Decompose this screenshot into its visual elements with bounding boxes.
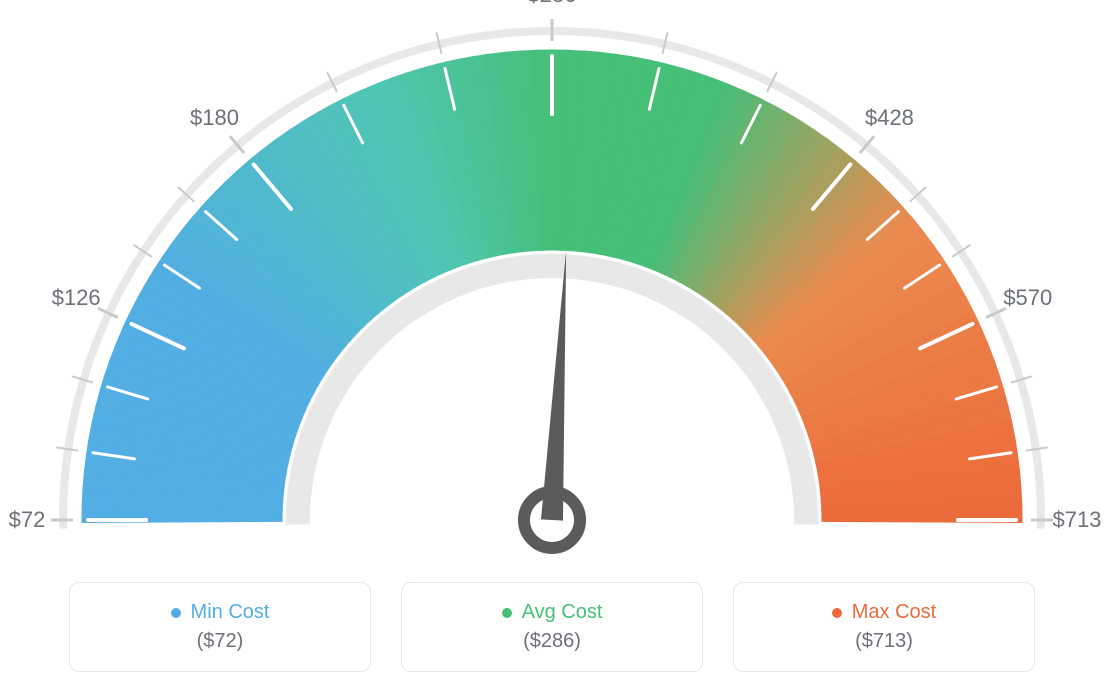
gauge-tick-label: $180 [190,105,239,131]
legend-card-max: Max Cost ($713) [733,582,1035,672]
legend-value-min: ($72) [197,630,244,653]
legend-card-min: Min Cost ($72) [69,582,371,672]
gauge-svg [0,0,1104,570]
legend-title-avg: Avg Cost [502,601,603,624]
legend-title-min: Min Cost [171,601,270,624]
legend-title-max: Max Cost [832,601,936,624]
legend-label-max: Max Cost [852,601,936,624]
legend-card-avg: Avg Cost ($286) [401,582,703,672]
legend-value-max: ($713) [855,630,913,653]
gauge-tick-label: $713 [1053,507,1102,533]
gauge-tick-label: $72 [9,507,46,533]
legend-row: Min Cost ($72) Avg Cost ($286) Max Cost … [0,582,1104,672]
legend-dot-avg [502,608,512,618]
gauge-tick-label: $286 [528,0,577,8]
gauge-tick-label: $570 [1003,285,1052,311]
legend-dot-min [171,608,181,618]
legend-label-avg: Avg Cost [522,601,603,624]
legend-label-min: Min Cost [191,601,270,624]
cost-gauge-chart: { "gauge": { "type": "gauge", "center": … [0,0,1104,690]
gauge-tick-label: $126 [52,285,101,311]
gauge-tick-label: $428 [865,105,914,131]
legend-dot-max [832,608,842,618]
legend-value-avg: ($286) [523,630,581,653]
